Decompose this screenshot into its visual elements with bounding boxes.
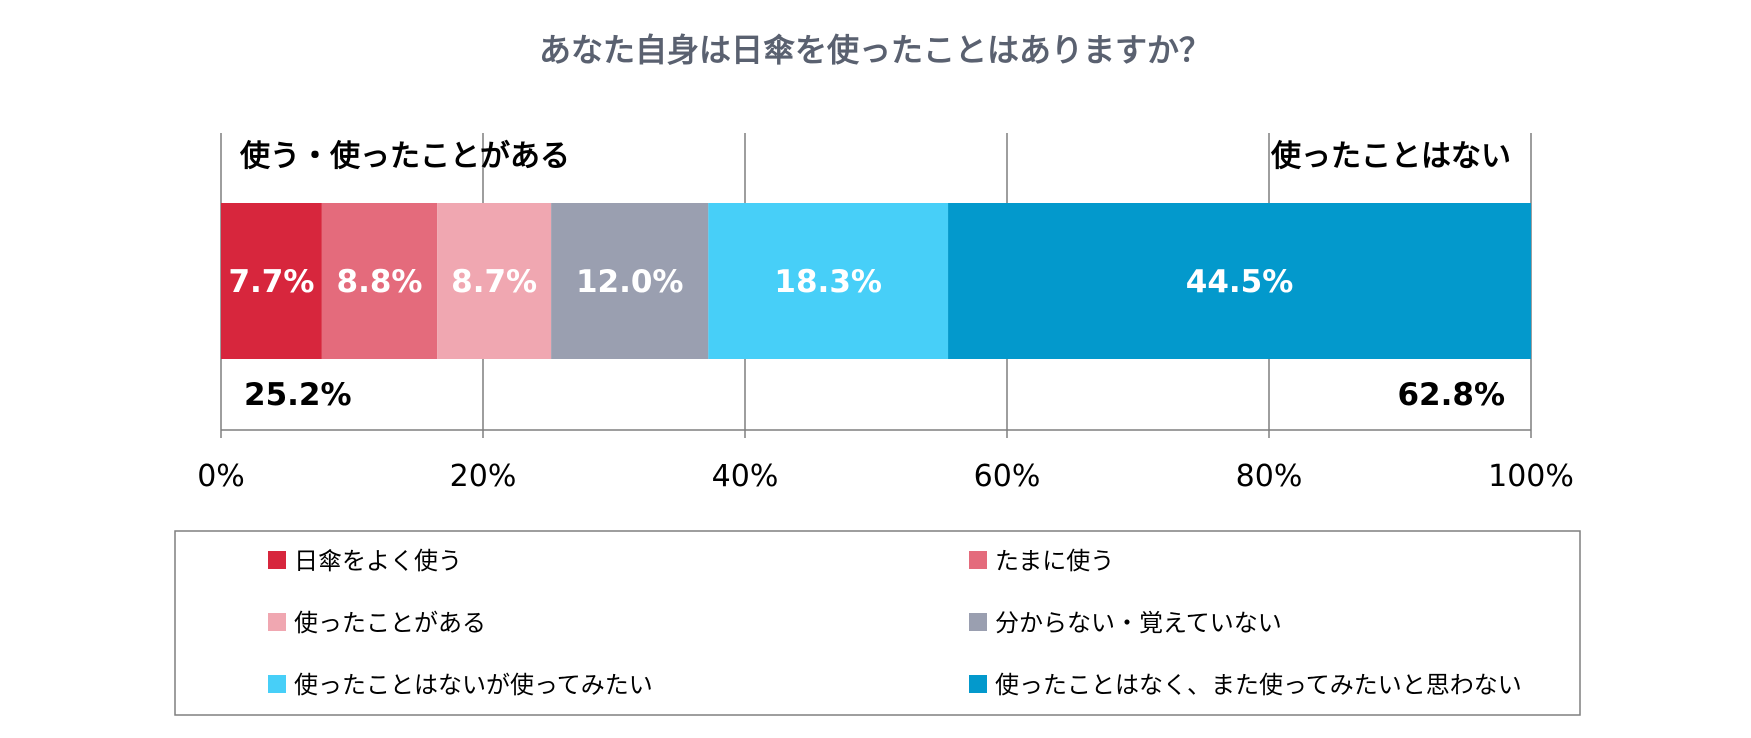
tick-label-1: 20%	[450, 459, 517, 494]
chart-title: あなた自身は日傘を使ったことはありますか？	[539, 31, 1211, 69]
tick-label-2: 40%	[712, 459, 779, 494]
legend-swatch-4	[268, 675, 286, 693]
group-label-used: 使う・使ったことがある	[239, 139, 570, 174]
legend-label-2: 使ったことがある	[294, 609, 486, 637]
bar-segment-label-0: 7.7%	[228, 264, 314, 300]
bar-segment-0	[221, 203, 322, 359]
bar-segment-1	[321, 203, 438, 359]
tick-label-3: 60%	[974, 459, 1041, 494]
bar-segment-label-2: 8.7%	[451, 264, 537, 300]
legend-box	[174, 530, 1581, 716]
bar-segment-label-4: 18.3%	[774, 264, 882, 300]
group-label-never-used: 使ったことはない	[1270, 139, 1511, 174]
bar-segment-3	[551, 203, 709, 359]
legend-swatch-2	[268, 613, 286, 631]
legend-swatch-5	[969, 675, 987, 693]
legend-label-3: 分からない・覚えていない	[995, 609, 1282, 637]
legend-swatch-0	[268, 551, 286, 569]
legend-label-0: 日傘をよく使う	[294, 547, 462, 575]
x-axis-ticks: 0% 20% 40% 60% 80% 100%	[197, 430, 1574, 494]
legend-label-5: 使ったことはなく、また使ってみたいと思わない	[995, 671, 1522, 699]
tick-label-5: 100%	[1488, 459, 1574, 494]
group-total-never-used: 62.8%	[1397, 377, 1505, 413]
legend-label-4: 使ったことはないが使ってみたい	[294, 671, 653, 699]
bar-segment-5	[948, 203, 1531, 359]
legend-label-1: たまに使う	[995, 547, 1114, 575]
bar-segment-label-3: 12.0%	[576, 264, 684, 300]
tick-label-4: 80%	[1236, 459, 1303, 494]
stacked-bar: 7.7% 8.8% 8.7% 12.0% 18.3% 44.5%	[221, 203, 1531, 359]
bar-segment-label-1: 8.8%	[337, 264, 423, 300]
bar-segment-label-5: 44.5%	[1186, 264, 1294, 300]
bar-segment-2	[437, 203, 552, 359]
group-total-used: 25.2%	[244, 377, 352, 413]
legend-swatch-3	[969, 613, 987, 631]
tick-label-0: 0%	[197, 459, 245, 494]
bar-segment-4	[708, 203, 949, 359]
legend-swatch-1	[969, 551, 987, 569]
